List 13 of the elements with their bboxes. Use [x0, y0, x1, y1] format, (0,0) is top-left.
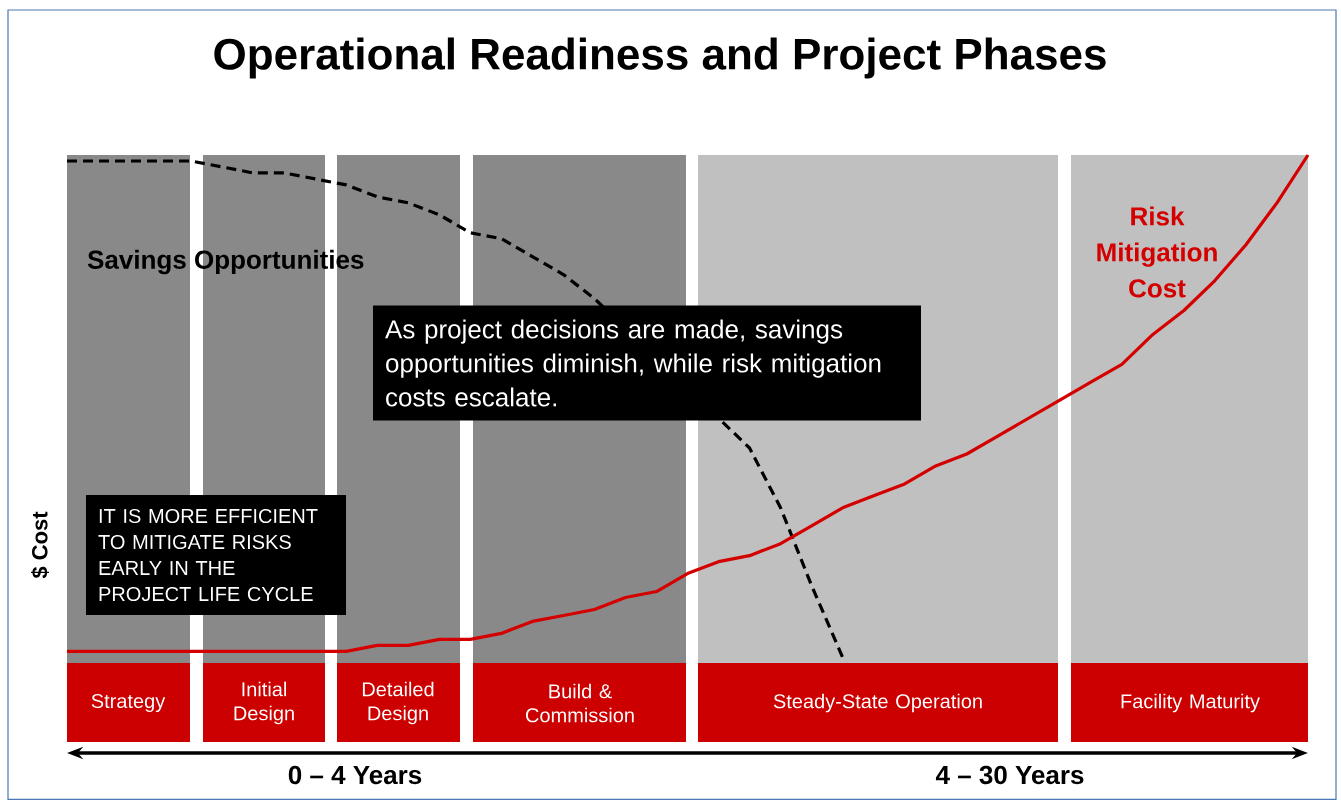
annotation: Initial Design	[234, 681, 294, 725]
annotation: IT IS MORE EFFICIENT TO MITIGATE RISKS EARLY IN THE PROJECT LIFE CYCLE	[98, 508, 318, 602]
annotation: As project decisions are made, savings opportunities diminish, while risk mitigation costs escalate.	[385, 319, 881, 407]
text: 0 – 4 Years	[288, 765, 422, 785]
series-label: Risk Mitigation Cost	[1097, 206, 1217, 298]
text: 4 – 30 Years	[935, 765, 1084, 785]
y-axis-title: $ Cost	[31, 511, 49, 579]
annotation: Strategy	[91, 693, 166, 713]
annotation: Build & Commission	[525, 683, 634, 723]
annotation: Detailed Design	[362, 681, 434, 725]
annotation: Facility Maturity	[1121, 693, 1260, 713]
chart-title: Operational Readiness and Project Phases	[214, 37, 1106, 79]
annotation: Steady-State Operation	[773, 693, 982, 713]
